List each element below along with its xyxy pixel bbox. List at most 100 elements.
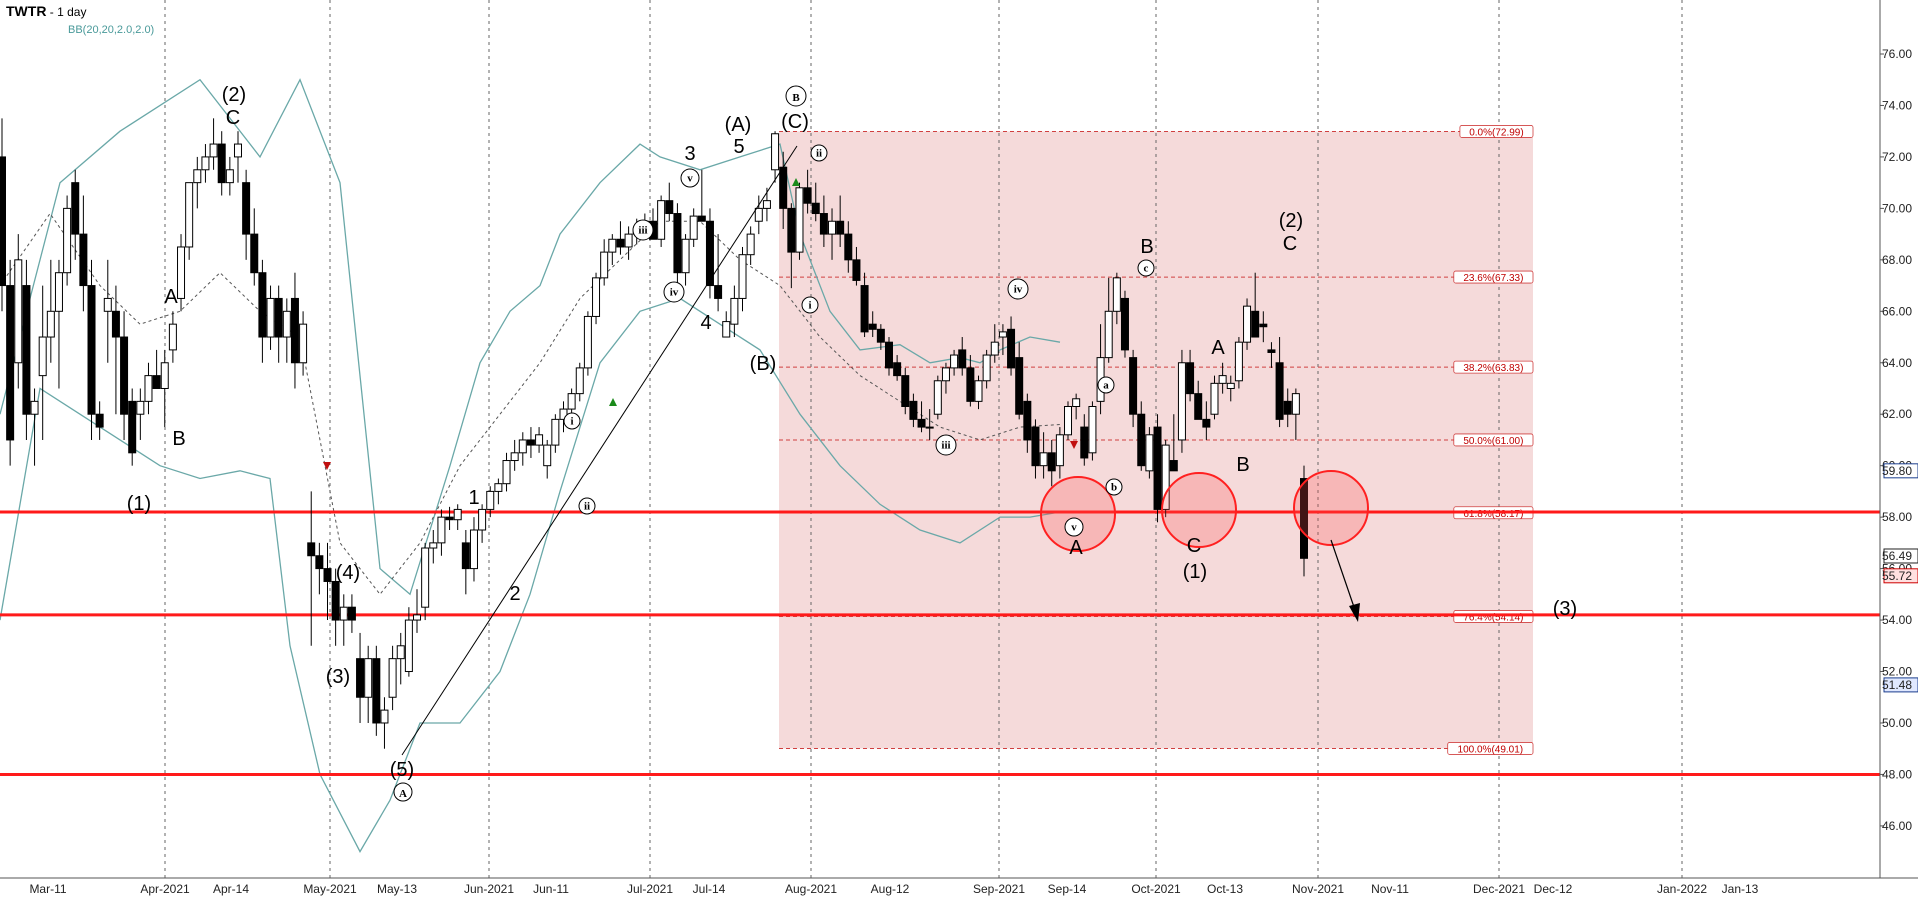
- candle-body: [0, 156, 6, 287]
- candle-body: [1283, 400, 1292, 415]
- candle-body: [87, 285, 96, 415]
- candle: [0, 118, 6, 312]
- candle: [1015, 342, 1024, 420]
- candle: [1259, 311, 1268, 343]
- fib-label: 76.4%(54.14): [1463, 612, 1523, 623]
- candle-body: [811, 202, 820, 215]
- candle: [819, 195, 828, 247]
- wave-label: C: [226, 107, 240, 129]
- candle: [933, 375, 942, 420]
- candle: [54, 259, 63, 389]
- candle: [771, 131, 780, 183]
- candle: [876, 324, 885, 350]
- candle: [746, 226, 755, 265]
- wave-circle-text: iii: [941, 439, 950, 451]
- circled-wave-label: iii: [632, 219, 654, 241]
- candle: [1007, 316, 1016, 376]
- candle: [535, 427, 544, 453]
- candle: [811, 182, 820, 222]
- candle-body: [250, 233, 259, 274]
- candle: [982, 349, 991, 389]
- candle-body: [1186, 362, 1195, 395]
- wave-label: C: [1187, 535, 1201, 557]
- candle-body: [429, 542, 438, 549]
- candle-body: [681, 238, 690, 274]
- candle-body: [608, 238, 617, 253]
- candle: [518, 432, 527, 466]
- x-tick-label: Jun-11: [533, 882, 569, 896]
- x-tick-label: Jul-2021: [627, 882, 673, 896]
- candle: [844, 221, 853, 273]
- candle-body: [1129, 357, 1138, 415]
- candle-body: [803, 187, 812, 204]
- price-tag: 56.49: [1882, 548, 1918, 564]
- candle: [380, 697, 389, 749]
- candle: [6, 259, 15, 466]
- price-tag-box: [1883, 548, 1918, 564]
- candle: [63, 195, 72, 286]
- price-tag: 55.72: [1882, 568, 1918, 584]
- candle-body: [1267, 349, 1276, 353]
- candle: [282, 298, 291, 363]
- x-tick-label: Jan-2022: [1657, 882, 1707, 896]
- candle-body: [1120, 297, 1129, 351]
- candle-body: [787, 207, 796, 253]
- candle-body: [14, 259, 23, 364]
- y-tick-label: 64.00: [1882, 356, 1912, 370]
- candle-body: [738, 254, 747, 299]
- candle-body: [144, 375, 153, 402]
- candle-body: [1064, 406, 1073, 436]
- price-tag-label: 59.80: [1882, 464, 1912, 478]
- candle: [299, 311, 308, 376]
- fib-label-box: [1447, 742, 1534, 755]
- candle-body: [1137, 413, 1146, 467]
- candle-body: [290, 297, 299, 364]
- candle: [177, 234, 186, 312]
- wave-label: 1: [468, 487, 479, 509]
- wave-circle: [810, 144, 828, 162]
- candle-body: [54, 272, 63, 312]
- candle-body: [1251, 310, 1260, 338]
- candle-body: [413, 614, 422, 621]
- candle-body: [746, 233, 755, 256]
- candle: [1137, 401, 1146, 471]
- wave-circle-text: v: [1071, 522, 1077, 534]
- fib-label: 61.8%(58.17): [1463, 509, 1523, 520]
- wave-circle-text: v: [687, 173, 693, 185]
- candle-body: [478, 508, 487, 531]
- fib-label-box: [1453, 270, 1534, 284]
- candle: [795, 182, 804, 260]
- bollinger-bands: [0, 78, 1061, 853]
- wave-label: (A): [725, 114, 752, 136]
- circled-wave-label: ii: [578, 497, 596, 515]
- candle-body: [274, 297, 283, 338]
- fib-label: 0.0%(72.99): [1469, 127, 1523, 138]
- candle: [1291, 388, 1300, 440]
- candle-body: [160, 362, 169, 389]
- candle-body: [966, 367, 975, 402]
- wave-circle-text: iii: [638, 224, 647, 236]
- highlight-circle: [1293, 470, 1369, 546]
- x-tick-label: Apr-2021: [140, 882, 190, 896]
- wave-circle: [801, 296, 819, 314]
- candle: [941, 362, 950, 394]
- candle-body: [510, 452, 519, 462]
- price-tag-box: [1883, 677, 1918, 693]
- candle-body: [909, 400, 918, 420]
- candle-body: [518, 439, 527, 454]
- candle: [396, 632, 405, 685]
- circled-wave-label: iv: [1007, 278, 1029, 300]
- candle: [1161, 439, 1170, 518]
- buy-arrow-icon: [609, 398, 617, 406]
- candle: [225, 156, 234, 196]
- candle-body: [111, 310, 120, 338]
- candle: [852, 246, 861, 286]
- candle: [689, 208, 698, 247]
- candle-body: [543, 444, 552, 467]
- candle: [1023, 393, 1032, 453]
- candle-body: [551, 418, 560, 446]
- candle: [600, 239, 609, 286]
- y-tick-label: 62.00: [1882, 407, 1912, 421]
